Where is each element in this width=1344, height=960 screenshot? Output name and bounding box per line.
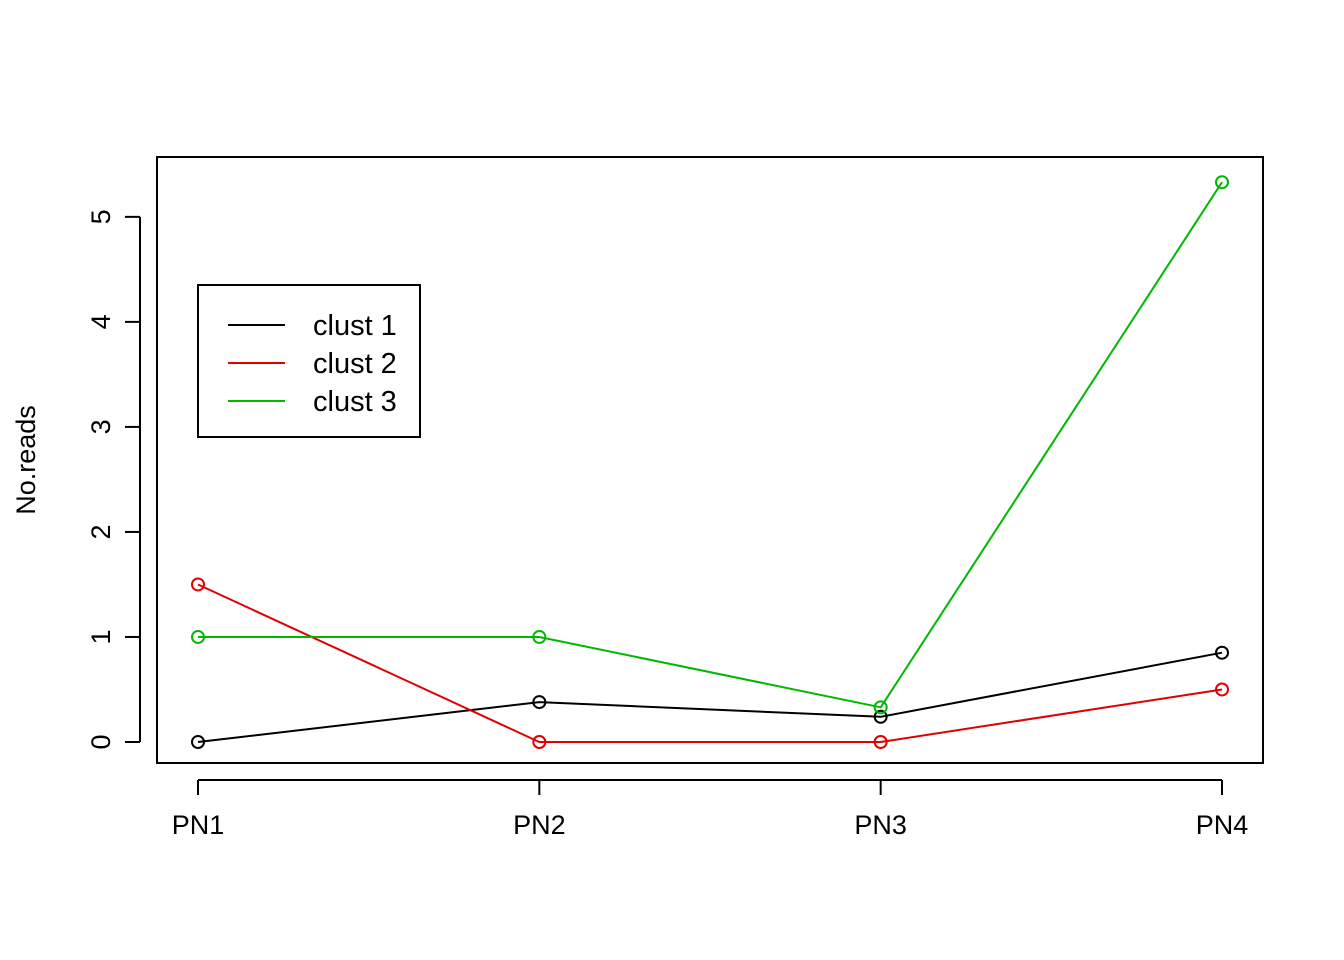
data-point xyxy=(1215,175,1229,190)
y-tick-label: 3 xyxy=(86,419,116,434)
plot-frame xyxy=(156,156,1264,764)
data-point xyxy=(873,700,888,715)
data-point xyxy=(191,577,205,592)
x-tick-label: PN4 xyxy=(1196,810,1249,840)
x-axis: PN1 PN2 PN3 PN4 xyxy=(172,779,1249,840)
legend-box xyxy=(197,284,421,438)
data-point xyxy=(1215,682,1229,697)
data-point xyxy=(191,629,205,644)
series-line xyxy=(197,651,1223,743)
legend-item: clust 1 xyxy=(228,310,397,342)
y-tick-label: 1 xyxy=(86,629,116,644)
legend-item: clust 2 xyxy=(228,348,397,380)
legend-label: clust 1 xyxy=(313,310,397,342)
series-layer xyxy=(191,175,1229,749)
series-line xyxy=(198,181,1223,709)
data-point xyxy=(873,734,888,749)
y-tick-label: 0 xyxy=(86,734,116,749)
y-tick-label: 4 xyxy=(86,314,116,329)
data-point xyxy=(532,629,547,644)
x-tick-label: PN3 xyxy=(854,810,907,840)
series-3 xyxy=(191,175,1229,715)
legend-item: clust 3 xyxy=(228,386,397,418)
x-tick-label: PN1 xyxy=(172,810,225,840)
legend-label: clust 2 xyxy=(313,348,397,380)
data-point xyxy=(1215,645,1229,660)
series-2 xyxy=(191,577,1229,749)
y-tick-label: 5 xyxy=(86,209,116,224)
y-axis: 0 1 2 3 4 5 xyxy=(86,209,141,750)
data-point xyxy=(191,734,205,749)
x-tick-label: PN2 xyxy=(513,810,566,840)
legend-label: clust 3 xyxy=(313,386,397,418)
y-axis-title: No.reads xyxy=(11,405,41,515)
data-point xyxy=(532,695,547,710)
legend: clust 1 clust 2 clust 3 xyxy=(197,284,421,438)
y-tick-label: 2 xyxy=(86,524,116,539)
data-point xyxy=(532,734,547,749)
series-1 xyxy=(191,645,1229,749)
series-line xyxy=(197,583,1223,743)
data-point xyxy=(873,709,888,724)
